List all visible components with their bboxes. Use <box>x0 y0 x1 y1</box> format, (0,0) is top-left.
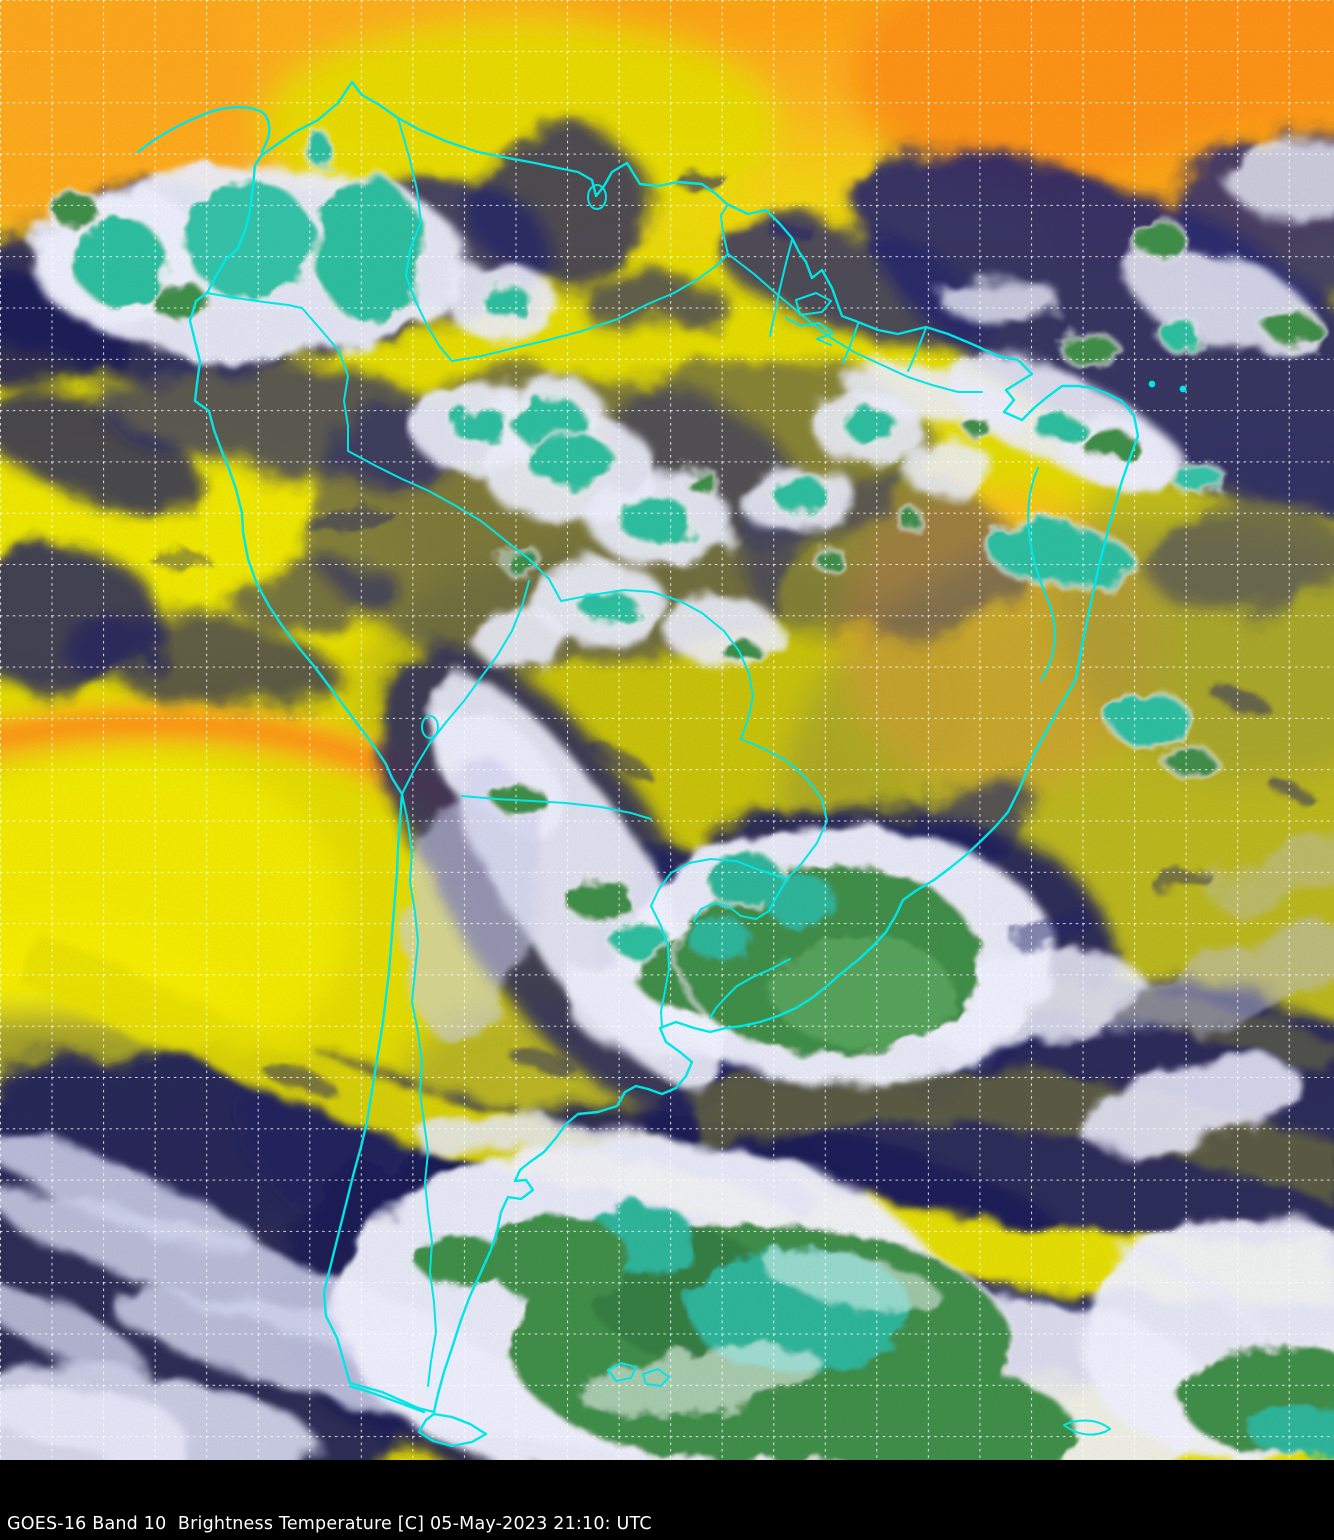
lake-titicaca <box>421 715 439 739</box>
central-america-coast <box>136 105 271 154</box>
south-america-borders <box>136 80 1187 1448</box>
satellite-image <box>0 0 1334 1460</box>
islands-and-lakes <box>607 292 1111 1436</box>
tierra-del-fuego <box>348 1384 488 1448</box>
island-dot-1 <box>1148 380 1156 388</box>
country-borders <box>206 117 1056 1387</box>
coastline-main <box>188 80 1140 1414</box>
latlon-grid <box>0 0 1334 1460</box>
satellite-image-canvas <box>0 0 1334 1460</box>
caption-text: GOES-16 Band 10 Brightness Temperature [… <box>7 1513 652 1534</box>
island-dot-2 <box>1179 385 1187 393</box>
caption-bar: GOES-16 Band 10 Brightness Temperature [… <box>0 1460 1334 1540</box>
lake-maracaibo <box>587 184 607 210</box>
